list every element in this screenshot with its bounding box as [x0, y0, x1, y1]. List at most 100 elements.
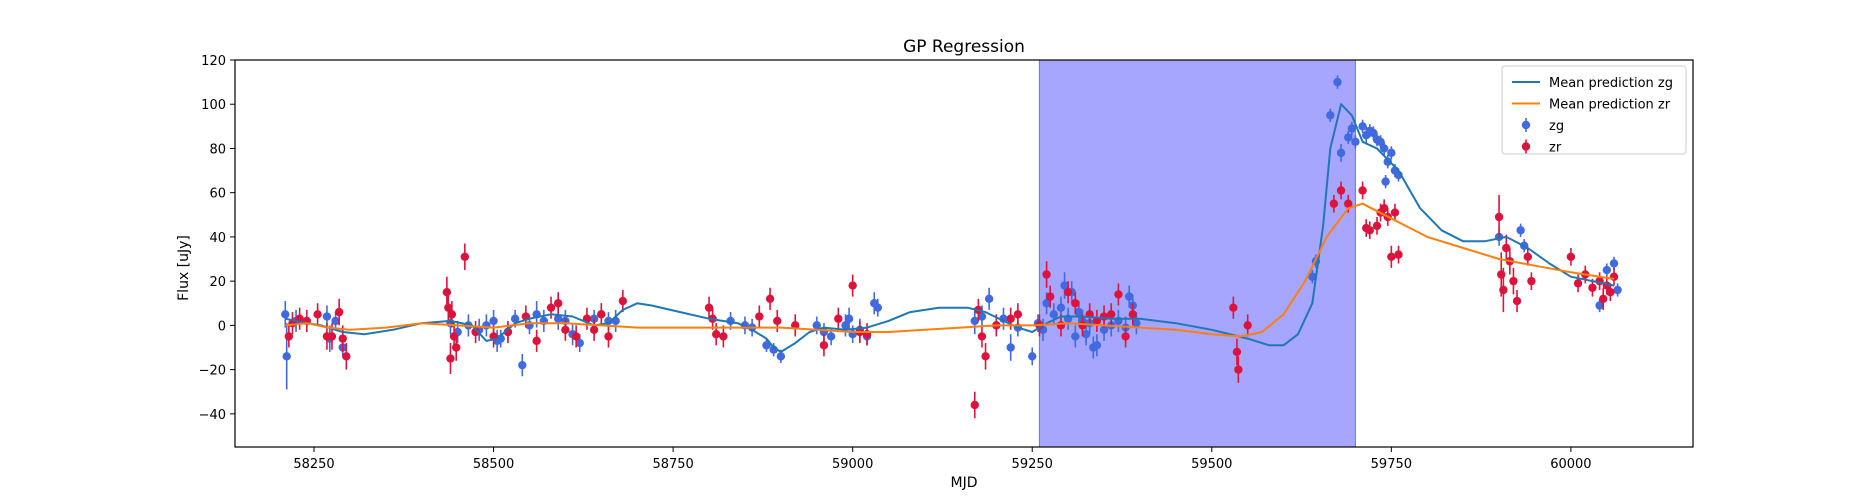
data-point — [1071, 299, 1080, 308]
data-point — [1099, 325, 1109, 334]
data-point — [1132, 318, 1141, 328]
data-point — [489, 316, 498, 326]
data-point — [1599, 294, 1608, 304]
legend-marker-swatch — [1521, 120, 1531, 130]
data-point — [848, 281, 857, 290]
data-point — [1499, 285, 1508, 295]
data-point — [819, 341, 829, 350]
data-point — [1234, 365, 1243, 374]
data-point — [342, 352, 351, 361]
y-tick-label: 100 — [201, 98, 226, 113]
data-point — [776, 352, 786, 361]
data-point — [1243, 321, 1252, 330]
data-point — [1387, 252, 1396, 262]
data-point — [446, 354, 455, 363]
data-point — [1081, 330, 1091, 339]
data-point — [1379, 144, 1389, 153]
plot-frame — [234, 59, 1694, 448]
data-point — [1326, 111, 1335, 120]
data-point — [589, 325, 599, 334]
data-point — [1078, 321, 1087, 330]
data-point — [1308, 272, 1317, 281]
x-tick-label: 58750 — [652, 457, 693, 472]
data-point — [1028, 352, 1037, 361]
data-point — [338, 334, 347, 343]
data-point — [1351, 137, 1360, 147]
data-point — [812, 321, 821, 330]
data-point — [844, 314, 854, 323]
y-tick-label: 0 — [218, 319, 226, 334]
data-point — [1232, 347, 1242, 357]
data-point — [1128, 310, 1137, 319]
data-point — [1606, 288, 1615, 297]
data-point — [712, 330, 721, 339]
data-point — [1595, 301, 1604, 310]
data-point — [704, 303, 714, 312]
x-axis-label: MJD — [951, 475, 978, 491]
data-point — [1092, 341, 1102, 350]
data-point — [1124, 292, 1134, 301]
data-point — [1494, 212, 1504, 222]
data-point — [1336, 148, 1346, 158]
data-point — [282, 352, 291, 361]
series-zr — [284, 181, 1619, 419]
data-point — [1588, 283, 1597, 292]
data-point — [460, 252, 470, 262]
data-point — [1063, 288, 1073, 297]
data-point — [1509, 276, 1518, 286]
data-point — [452, 343, 461, 352]
x-tick-label: 60000 — [1550, 457, 1591, 472]
legend: Mean prediction zg Mean prediction zr zg zr — [1501, 65, 1687, 156]
data-point — [970, 400, 979, 410]
data-point — [1609, 272, 1619, 281]
y-tick-label: −20 — [199, 364, 226, 379]
data-point — [1060, 281, 1069, 290]
data-point — [826, 332, 836, 341]
data-point — [1229, 303, 1238, 312]
legend-marker-swatch — [1521, 142, 1531, 151]
x-tick-label: 59000 — [832, 457, 873, 472]
data-point — [765, 294, 775, 304]
data-point — [1071, 332, 1080, 341]
data-point — [1056, 303, 1066, 312]
data-point — [1566, 252, 1576, 262]
data-point — [773, 316, 782, 326]
data-point — [1512, 296, 1522, 306]
data-point — [518, 360, 527, 370]
data-point — [284, 332, 294, 341]
data-point — [281, 310, 290, 319]
data-point — [618, 296, 628, 306]
data-point — [1390, 208, 1400, 217]
y-axis-label: Flux [uJy] — [176, 235, 192, 301]
data-point — [471, 327, 480, 337]
x-tick-label: 58500 — [473, 457, 514, 472]
data-point — [327, 332, 337, 341]
data-point — [981, 352, 990, 361]
highlighted-span — [1038, 59, 1356, 448]
data-point — [1099, 312, 1109, 321]
x-tick-label: 59750 — [1371, 457, 1412, 472]
data-point — [554, 314, 563, 323]
legend-label: Mean prediction zr — [1549, 98, 1671, 113]
data-point — [1358, 122, 1367, 131]
data-point — [442, 288, 452, 297]
data-point — [1527, 276, 1536, 286]
data-point — [1045, 292, 1055, 301]
data-point — [1056, 321, 1066, 330]
data-point — [1613, 285, 1622, 295]
data-point — [554, 299, 563, 308]
data-point — [510, 314, 520, 323]
data-point — [1006, 343, 1015, 352]
data-point — [1049, 310, 1058, 319]
data-point — [575, 338, 584, 348]
data-point — [1114, 290, 1123, 299]
legend-label: Mean prediction zg — [1549, 76, 1673, 91]
y-tick-label: 40 — [209, 231, 226, 246]
y-tick-label: 80 — [209, 142, 226, 157]
y-tick-label: 20 — [209, 275, 226, 290]
data-point — [1344, 199, 1353, 208]
data-point — [1042, 270, 1051, 279]
data-point — [1347, 124, 1357, 133]
line-mean-prediction-zg — [285, 103, 1615, 353]
